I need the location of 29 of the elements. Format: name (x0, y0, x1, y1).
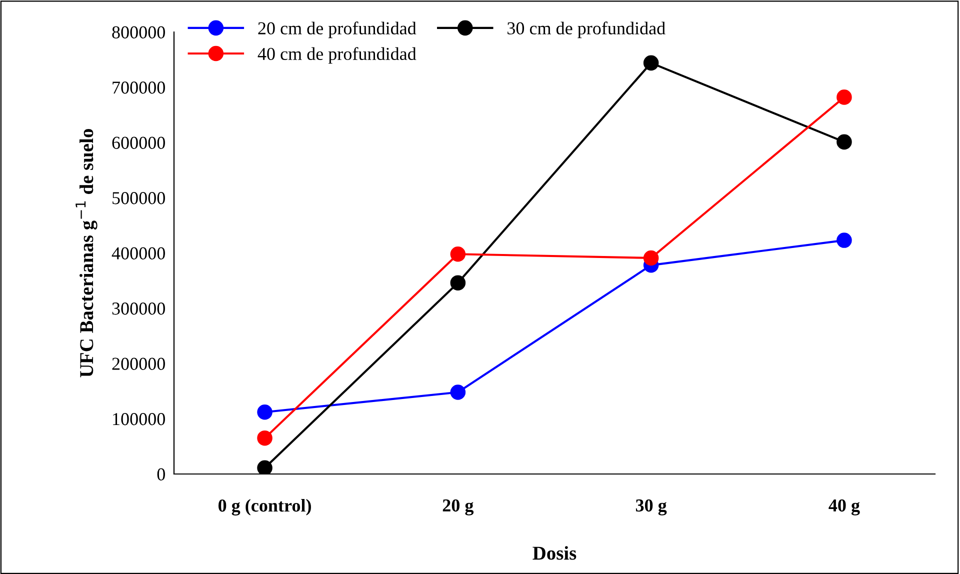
y-tick-label: 200000 (112, 358, 165, 370)
x-tick-label: 20 g (442, 499, 474, 516)
point (643, 55, 659, 71)
y-tick-label: 700000 (112, 82, 165, 94)
y-tick-label: 500000 (112, 192, 165, 204)
point (257, 430, 272, 446)
point (257, 404, 272, 420)
x-tick-label: 30 g (636, 499, 667, 516)
point (643, 250, 659, 266)
point (450, 275, 466, 290)
y-tick-label: 300000 (112, 302, 165, 315)
point (257, 460, 272, 474)
legend-label: 40 cm de profundidad (258, 47, 416, 64)
legend-label: 30 cm de profundidad (508, 22, 666, 38)
y-tick-label: 600000 (112, 136, 165, 149)
point (450, 246, 466, 262)
x-tick-label: 40 g (828, 499, 860, 516)
point (450, 384, 466, 400)
y-tick-label: 800000 (112, 26, 165, 38)
x-tick-label: 0 g (control) (218, 499, 311, 516)
point (836, 134, 852, 150)
legend-label: 20 cm de profundidad (258, 22, 416, 38)
x-axis-title: Dosis (532, 546, 576, 560)
y-tick-label: 100000 (113, 413, 165, 426)
y-axis-title: UFC Bacterianas g$^{−1}$ de suelo (76, 129, 98, 378)
point (836, 90, 852, 105)
point (836, 232, 852, 248)
y-tick-label: 0 (157, 468, 165, 480)
y-tick-label: 400000 (112, 247, 165, 260)
